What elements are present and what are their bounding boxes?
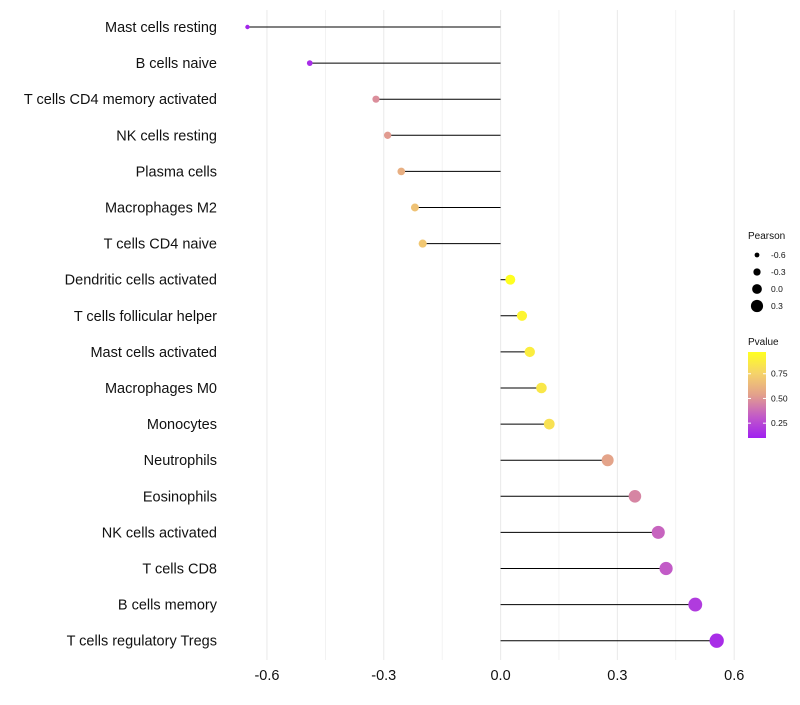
data-point: [505, 274, 516, 285]
x-tick-label: -0.3: [371, 668, 396, 684]
size-legend-key: [753, 268, 761, 276]
data-point: [659, 561, 673, 576]
category-label: T cells CD4 naive: [104, 237, 217, 253]
category-label: Plasma cells: [136, 164, 217, 180]
data-point: [651, 525, 665, 539]
data-point: [306, 60, 313, 66]
category-label: Mast cells resting: [105, 20, 217, 36]
category-label: Mast cells activated: [90, 345, 217, 361]
category-label: Monocytes: [147, 417, 217, 433]
data-point: [410, 203, 419, 212]
color-legend-bar: [748, 352, 766, 438]
color-legend-label: 0.50: [771, 393, 788, 403]
data-point: [397, 167, 406, 176]
size-legend-label: 0.3: [771, 301, 783, 311]
category-label: T cells follicular helper: [74, 309, 217, 325]
x-tick-label: 0.3: [607, 668, 627, 684]
color-legend-title: Pvalue: [748, 337, 779, 348]
size-legend-label: -0.3: [771, 267, 786, 277]
x-tick-label: 0.6: [724, 668, 744, 684]
data-point: [688, 597, 703, 612]
data-point: [245, 24, 250, 30]
color-legend-label: 0.25: [771, 418, 788, 428]
data-point: [709, 633, 724, 648]
category-label: NK cells activated: [102, 525, 217, 541]
data-point: [543, 418, 555, 430]
category-label: T cells regulatory Tregs: [67, 634, 217, 650]
color-legend-label: 0.75: [771, 369, 788, 379]
x-tick-label: 0.0: [490, 668, 510, 684]
category-label: Macrophages M2: [105, 201, 217, 217]
category-label: Macrophages M0: [105, 381, 217, 397]
data-point: [601, 454, 614, 467]
data-point: [628, 490, 642, 503]
data-point: [383, 131, 392, 139]
category-label: T cells CD8: [142, 562, 217, 578]
data-point: [372, 95, 380, 103]
data-point: [524, 346, 535, 358]
x-tick-label: -0.6: [254, 668, 279, 684]
size-legend-title: Pearson: [748, 231, 785, 242]
category-label: T cells CD4 memory activated: [24, 92, 217, 108]
size-legend-key: [752, 284, 762, 294]
size-legend-label: 0.0: [771, 284, 783, 294]
category-label: B cells naive: [136, 56, 217, 72]
data-point: [536, 382, 547, 394]
size-legend-key: [754, 252, 760, 258]
size-legend-key: [750, 299, 764, 313]
size-legend-label: -0.6: [771, 250, 786, 260]
category-label: B cells memory: [118, 598, 218, 614]
category-label: Eosinophils: [143, 489, 217, 505]
category-label: Neutrophils: [144, 453, 217, 469]
category-label: NK cells resting: [116, 128, 217, 144]
category-label: Dendritic cells activated: [65, 273, 217, 289]
data-point: [418, 239, 427, 248]
data-point: [516, 310, 528, 321]
